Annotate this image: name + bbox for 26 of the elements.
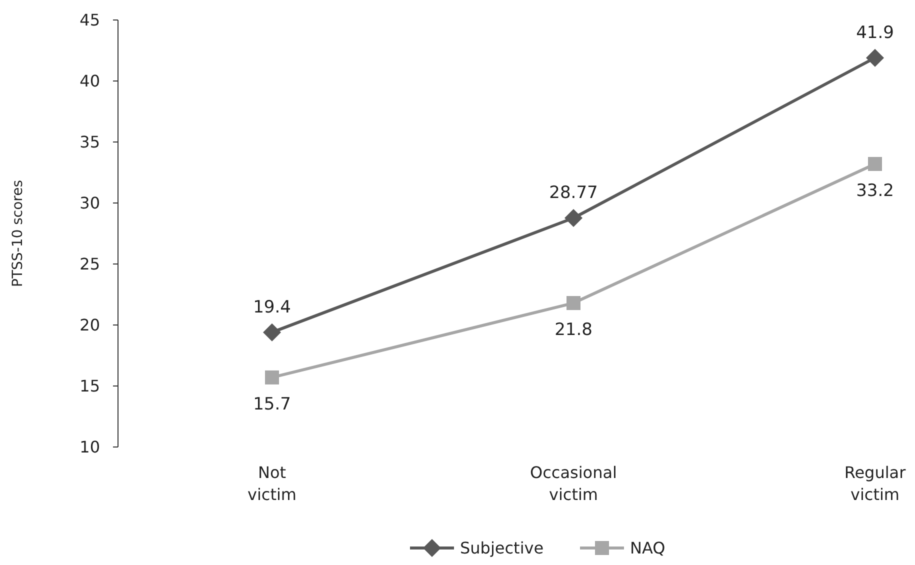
- data-label: 33.2: [856, 180, 894, 201]
- y-tick-label: 30: [80, 194, 100, 213]
- legend-label: NAQ: [630, 538, 666, 558]
- y-tick-label: 15: [80, 376, 100, 396]
- y-tick-label: 45: [80, 10, 100, 30]
- y-tick-label: 35: [80, 132, 100, 152]
- legend-label: Subjective: [460, 538, 544, 558]
- y-tick-label: 40: [80, 72, 100, 91]
- data-label: 28.77: [549, 183, 598, 204]
- x-tick-label: Occasional victim: [530, 463, 617, 504]
- y-axis-title: PTSS-10 scores: [10, 180, 26, 287]
- point: [564, 209, 582, 228]
- point: [263, 323, 281, 342]
- data-label: 15.7: [253, 394, 291, 414]
- data-label: 19.4: [253, 297, 291, 318]
- y-tick-label: 25: [80, 254, 100, 274]
- y-tick-label: 20: [80, 316, 100, 335]
- x-tick-label: Not victim: [247, 463, 297, 504]
- point: [265, 370, 279, 384]
- y-tick-label: 10: [80, 438, 100, 457]
- x-tick-label: Regular victim: [844, 463, 906, 504]
- point: [868, 156, 882, 171]
- data-label: 21.8: [554, 320, 592, 340]
- point: [566, 296, 580, 310]
- point: [866, 48, 884, 67]
- data-label: 41.9: [856, 22, 894, 43]
